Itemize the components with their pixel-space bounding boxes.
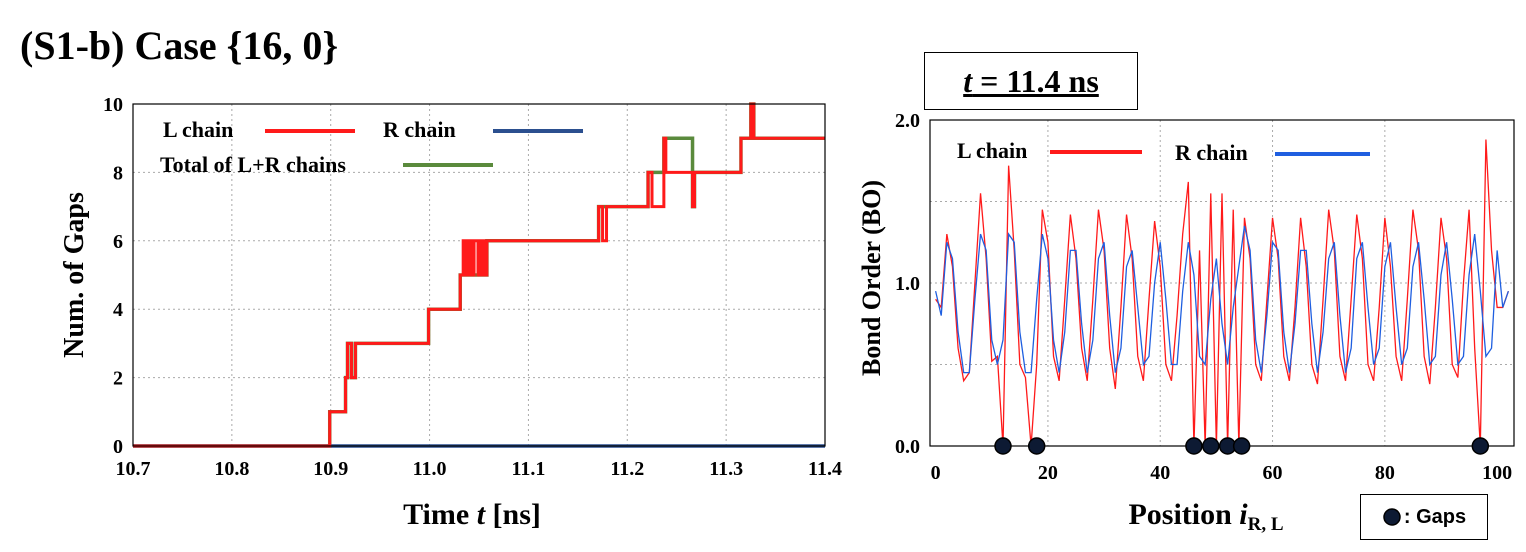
right-x-tick-label: 100	[1482, 462, 1512, 484]
right-y-tick-label: 1.0	[895, 273, 920, 295]
right-y-tick-labels: 0.0 1.0 2.0	[895, 110, 920, 458]
left-grid	[133, 104, 825, 446]
gaps-legend-box: : Gaps	[1360, 494, 1488, 540]
gap-marker-icon	[1383, 508, 1401, 526]
left-legend-total-label: Total of L+R chains	[160, 152, 346, 177]
left-x-axis-label: Time t [ns]	[403, 498, 541, 531]
right-gap-markers	[994, 437, 1490, 455]
right-y-axis-title: Bond Order (BO)	[857, 180, 886, 376]
left-series-l-chain	[133, 102, 825, 448]
left-y-tick-label: 4	[113, 299, 123, 321]
time-label-box: t = 11.4 ns	[924, 52, 1138, 110]
right-x-tick-label: 80	[1375, 462, 1395, 484]
left-y-tick-label: 6	[113, 231, 123, 253]
right-series-r-chain	[934, 225, 1509, 374]
left-x-tick-label: 11.2	[610, 458, 644, 480]
gap-marker	[1027, 437, 1046, 455]
left-x-axis-label-main: Time	[403, 498, 477, 531]
right-y-axis-label-holder: Bond Order (BO)	[857, 180, 886, 376]
gap-marker	[1185, 437, 1203, 455]
left-legend-r-label: R chain	[383, 117, 456, 142]
left-x-tick-label: 10.7	[116, 458, 151, 480]
left-x-tick-label: 11.4	[808, 458, 842, 480]
gap-marker	[1471, 437, 1490, 455]
right-grid	[930, 120, 1514, 446]
right-series	[934, 139, 1509, 447]
left-plot-frame	[132, 103, 826, 447]
gap-marker	[994, 437, 1012, 455]
right-legend-r-label: R chain	[1175, 140, 1248, 165]
left-x-tick-label: 11.1	[511, 458, 545, 480]
right-y-tick-label: 0.0	[895, 436, 920, 458]
time-label-value: = 11.4 ns	[972, 63, 1099, 99]
right-x-tick-label: 0	[931, 462, 941, 484]
figure-title: (S1-b) Case {16, 0}	[20, 23, 339, 68]
left-x-axis-label-unit: [ns]	[485, 498, 541, 531]
gap-marker-legend-dot	[1383, 508, 1401, 526]
left-y-axis-label: Num. of Gaps	[59, 192, 90, 358]
right-x-tick-label: 20	[1038, 462, 1058, 484]
right-x-axis-label-main: Position	[1128, 498, 1239, 531]
left-x-tick-label: 11.0	[413, 458, 447, 480]
left-y-tick-label: 10	[103, 94, 123, 116]
gaps-legend-label: : Gaps	[1403, 505, 1467, 528]
left-x-tick-label: 10.9	[313, 458, 348, 480]
right-x-tick-label: 40	[1150, 462, 1170, 484]
left-x-tick-labels: 10.7 10.8 10.9 11.0 11.1 11.2 11.3 11.4	[116, 458, 842, 480]
right-legend-l-label: L chain	[957, 138, 1027, 163]
right-x-tick-labels: 0 20 40 60 80 100	[931, 462, 1513, 484]
right-y-tick-label: 2.0	[895, 110, 920, 132]
gap-marker	[1232, 437, 1251, 455]
left-x-tick-label: 11.3	[709, 458, 743, 480]
left-y-tick-label: 0	[113, 436, 123, 458]
left-y-tick-labels: 0 2 4 6 8 10	[103, 94, 123, 458]
gap-marker	[1202, 437, 1220, 455]
gaps-vs-time-chart: 10.7 10.8 10.9 11.0 11.1 11.2 11.3 11.4 0 2 4 6 8 10…	[59, 94, 842, 531]
left-x-axis-label-italic: t	[477, 498, 487, 531]
time-label-italic: t	[963, 63, 973, 99]
left-x-tick-label: 10.8	[214, 458, 249, 480]
left-y-tick-label: 2	[113, 368, 123, 390]
right-series-l-chain	[935, 139, 1509, 447]
right-x-axis-label-sub: R, L	[1248, 514, 1284, 535]
right-x-axis-label: Position iR, L	[1128, 498, 1283, 535]
left-y-tick-label: 8	[113, 162, 123, 184]
left-legend-l-label: L chain	[163, 117, 233, 142]
right-x-tick-label: 60	[1263, 462, 1283, 484]
right-x-axis-label-italic: i	[1239, 498, 1248, 531]
